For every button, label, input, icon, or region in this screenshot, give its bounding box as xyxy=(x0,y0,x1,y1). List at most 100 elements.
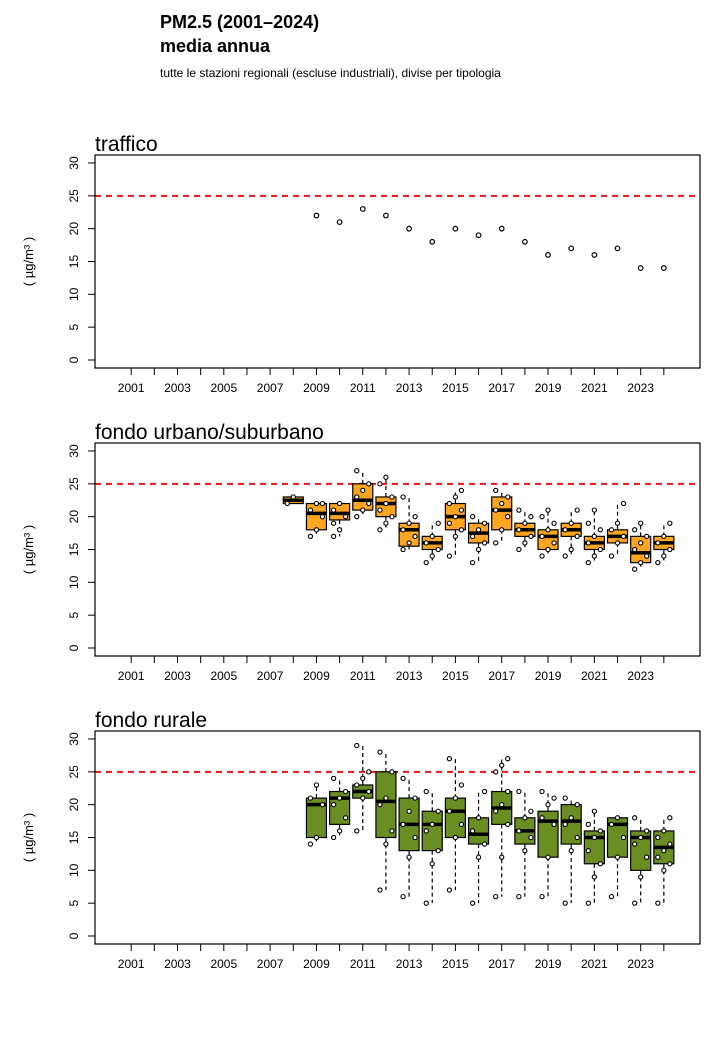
data-point xyxy=(423,540,429,546)
data-point xyxy=(574,533,580,540)
y-tick-label: 15 xyxy=(67,543,81,557)
data-point xyxy=(389,828,395,834)
data-point xyxy=(545,802,551,808)
data-point xyxy=(528,533,534,540)
data-point xyxy=(406,854,412,860)
x-tick-label: 2021 xyxy=(581,957,608,971)
data-point xyxy=(667,815,673,821)
data-point xyxy=(528,514,534,520)
data-point xyxy=(319,500,326,507)
data-point xyxy=(522,520,528,526)
data-point xyxy=(406,225,412,232)
y-axis-label: ( µg/m³ ) xyxy=(21,525,36,574)
data-point xyxy=(551,540,557,546)
x-tick-label: 2003 xyxy=(164,957,191,971)
data-point xyxy=(585,900,592,906)
box-2009 xyxy=(305,782,328,847)
box-2022 xyxy=(606,815,629,900)
data-point xyxy=(360,775,366,782)
data-point xyxy=(475,815,482,821)
data-point xyxy=(452,533,459,540)
data-point xyxy=(585,540,592,546)
data-point xyxy=(632,841,638,847)
box-2015 xyxy=(444,487,466,559)
data-point xyxy=(429,533,435,540)
data-point xyxy=(655,559,661,566)
data-point xyxy=(493,893,499,900)
box xyxy=(375,771,397,839)
y-tick-label: 10 xyxy=(67,575,81,589)
box-2012 xyxy=(375,749,397,893)
data-point xyxy=(389,769,395,775)
data-point xyxy=(319,514,326,520)
chart-panel-1: traffico ( µg/m³ ) 0 5 10 15 20 25 30 2001 2003 200… xyxy=(21,133,701,395)
data-point xyxy=(400,494,406,500)
data-point xyxy=(562,821,568,828)
y-tick-label: 10 xyxy=(67,287,81,301)
data-point xyxy=(661,553,667,559)
y-axis-label: ( µg/m³ ) xyxy=(21,813,36,862)
data-point xyxy=(354,828,360,834)
data-point xyxy=(446,808,453,814)
data-point xyxy=(366,481,372,487)
data-point xyxy=(336,527,343,533)
panel-title: traffico xyxy=(95,133,158,156)
data-point xyxy=(539,553,545,559)
box-2020 xyxy=(560,507,582,559)
x-tick-label: 2021 xyxy=(581,381,608,395)
data-point xyxy=(354,494,360,500)
data-point xyxy=(638,559,644,566)
data-point xyxy=(551,821,557,828)
data-point xyxy=(644,828,650,834)
data-point xyxy=(383,841,389,847)
x-tick-label: 2017 xyxy=(488,381,515,395)
x-tick-label: 2005 xyxy=(210,381,237,395)
data-point xyxy=(539,514,545,520)
x-tick-label: 2007 xyxy=(257,381,284,395)
data-point xyxy=(481,841,488,847)
box-2017 xyxy=(491,756,513,900)
data-point xyxy=(632,566,638,572)
data-point xyxy=(330,533,337,540)
data-point xyxy=(505,756,511,762)
data-point xyxy=(644,854,650,860)
data-point xyxy=(667,520,673,526)
data-point xyxy=(354,782,360,788)
data-point xyxy=(516,527,522,533)
data-point xyxy=(568,815,574,821)
data-point xyxy=(423,788,429,795)
y-tick-label: 25 xyxy=(67,477,81,491)
data-point xyxy=(481,540,488,546)
data-point xyxy=(366,788,372,795)
plot-frame xyxy=(94,730,701,945)
box-2009 xyxy=(305,500,328,540)
data-point xyxy=(435,847,441,854)
data-point xyxy=(655,900,661,906)
chart-title-line2: media annua xyxy=(160,36,271,56)
data-point xyxy=(354,468,360,474)
box-2014 xyxy=(421,520,443,566)
data-point xyxy=(389,494,395,500)
data-point xyxy=(522,815,528,821)
data-point xyxy=(551,520,557,526)
data-point xyxy=(499,500,505,507)
data-point xyxy=(493,540,499,546)
data-point xyxy=(481,520,488,526)
data-point xyxy=(354,514,360,520)
data-point xyxy=(638,520,644,526)
y-tick-label: 15 xyxy=(67,255,81,269)
data-point xyxy=(475,546,482,553)
data-point xyxy=(499,762,505,768)
data-point xyxy=(574,802,580,808)
data-point xyxy=(620,500,627,507)
data-point xyxy=(522,847,528,854)
x-tick-label: 2009 xyxy=(303,669,330,683)
x-tick-label: 2013 xyxy=(396,381,423,395)
data-point xyxy=(545,252,551,258)
data-point xyxy=(313,500,320,507)
box-2012 xyxy=(375,474,397,533)
data-point xyxy=(632,546,638,553)
data-point xyxy=(661,533,667,540)
data-point xyxy=(383,212,389,219)
data-point xyxy=(661,867,667,873)
